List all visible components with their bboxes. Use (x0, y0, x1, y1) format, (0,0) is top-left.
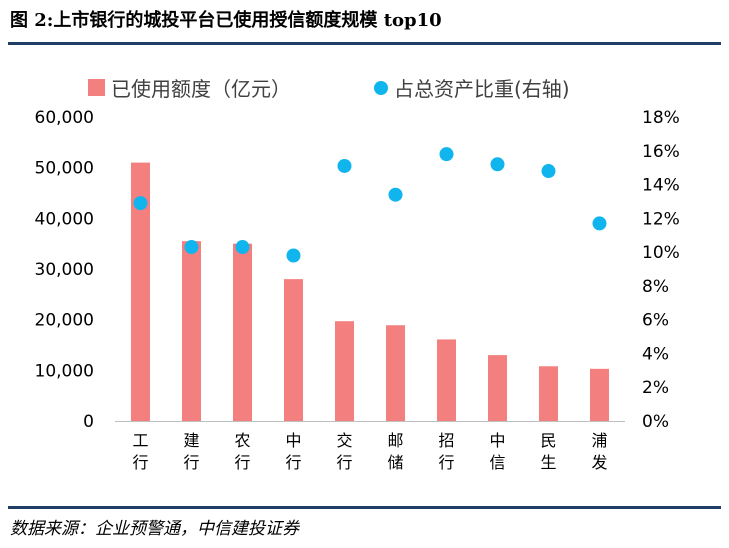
dot-建行 (184, 240, 199, 255)
bar-浦发 (590, 368, 609, 421)
dot-民生 (541, 164, 556, 179)
right-tick-label: 14% (642, 176, 680, 196)
bar-交行 (335, 321, 354, 421)
bar-建行 (182, 241, 201, 421)
bar-农行 (233, 243, 252, 421)
category-label-民生: 民生 (540, 431, 556, 472)
right-tick-label: 2% (642, 378, 669, 398)
right-axis: 0% 2% 4% 6% 8% 10% 12% 14% 16% 18% (642, 108, 680, 432)
right-tick-label: 6% (642, 311, 669, 331)
legend-dot-label: 占总资产比重(右轴) (394, 77, 570, 101)
category-label-工行: 工行 (132, 431, 148, 472)
bar-招行 (437, 339, 456, 421)
figure-title: 图 2:上市银行的城投平台已使用授信额度规模 top10 (10, 10, 442, 31)
dot-浦发 (592, 216, 607, 231)
bar-中行 (284, 279, 303, 421)
category-label-中信: 中信 (489, 431, 505, 472)
legend-bar-swatch (88, 79, 105, 96)
right-tick-label: 0% (642, 412, 669, 432)
dot-招行 (439, 147, 454, 162)
legend-dot-swatch (374, 81, 388, 95)
right-tick-label: 8% (642, 277, 669, 297)
source-note: 数据来源：企业预警通，中信建投证券 (10, 519, 299, 539)
right-tick-label: 4% (642, 344, 669, 364)
category-label-中行: 中行 (285, 431, 301, 472)
category-label-农行: 农行 (234, 431, 250, 472)
right-tick-label: 12% (642, 209, 680, 229)
bars (131, 162, 609, 421)
left-tick-label: 50,000 (35, 159, 94, 179)
dot-农行 (235, 240, 250, 255)
footer-rule (8, 506, 721, 509)
left-axis: 0 10,000 20,000 30,000 40,000 50,000 60,000 (35, 108, 94, 432)
category-label-邮储: 邮储 (387, 431, 403, 472)
dot-中行 (286, 248, 301, 263)
category-label-交行: 交行 (336, 431, 352, 472)
dot-中信 (490, 157, 505, 172)
left-tick-label: 20,000 (35, 311, 94, 331)
left-tick-label: 10,000 (35, 361, 94, 381)
category-label-招行: 招行 (438, 431, 454, 472)
category-label-浦发: 浦发 (591, 431, 607, 472)
bar-邮储 (386, 325, 405, 421)
dot-邮储 (388, 187, 403, 202)
left-tick-label: 30,000 (35, 260, 94, 280)
left-tick-label: 40,000 (35, 209, 94, 229)
dots (133, 147, 607, 263)
right-tick-label: 10% (642, 243, 680, 263)
bar-中信 (488, 355, 507, 421)
bar-工行 (131, 162, 150, 421)
bar-民生 (539, 366, 558, 421)
category-label-建行: 建行 (183, 431, 199, 472)
left-tick-label: 0 (83, 412, 94, 432)
dot-交行 (337, 158, 352, 173)
dot-工行 (133, 196, 148, 211)
right-tick-label: 16% (642, 142, 680, 162)
right-tick-label: 18% (642, 108, 680, 128)
legend-bar-label: 已使用额度（亿元） (111, 77, 291, 101)
left-tick-label: 60,000 (35, 108, 94, 128)
title-rule (8, 42, 721, 45)
legend: 已使用额度（亿元） 占总资产比重(右轴) (88, 77, 570, 101)
